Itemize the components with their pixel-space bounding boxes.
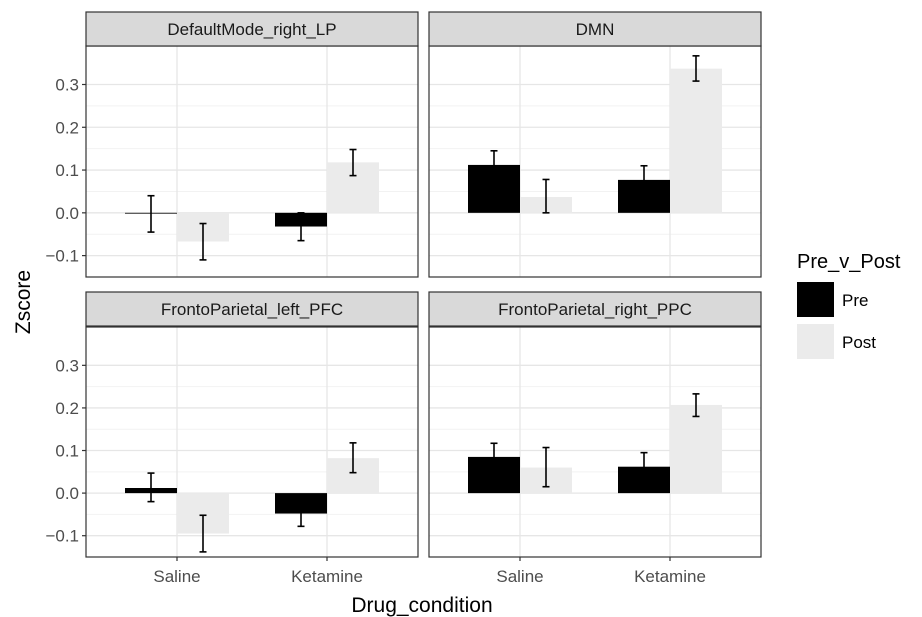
- facet-title: FrontoParietal_right_PPC: [498, 300, 692, 319]
- errorbar-post-ketamine: [692, 55, 700, 82]
- errorbar-post-saline: [199, 514, 207, 553]
- errorbar-pre-saline: [147, 472, 155, 503]
- panels: DefaultMode_right_LP DMN FrontoParietal_le…: [85, 11, 762, 558]
- errorbar-post-saline: [542, 178, 550, 214]
- panel-frontoparietal-right-ppc: FrontoParietal_right_PPC: [428, 291, 762, 558]
- errorbar-post-ketamine: [349, 148, 357, 177]
- panel-background: [86, 46, 418, 277]
- panel-dmn: DMN: [428, 11, 762, 278]
- y-tick-label: 0.0: [55, 204, 79, 223]
- facet-strip: [428, 291, 762, 327]
- y-tick-label: 0.0: [55, 484, 79, 503]
- legend-key-post: [797, 324, 834, 359]
- panel-defaultmode-right-lp: DefaultMode_right_LP: [85, 11, 419, 278]
- errorbar-post-saline: [199, 222, 207, 261]
- errorbar-pre-saline: [490, 442, 498, 471]
- bar-post-ketamine: [670, 404, 722, 494]
- y-tick-label: −0.1: [45, 247, 79, 266]
- axes: −0.1 0.0 0.1 0.2 0.3 −0.1 0.0 0.1 0.2 0.3 Saline Ke…: [45, 76, 705, 587]
- panel-border: [428, 326, 762, 558]
- x-tick-label: Saline: [153, 567, 200, 586]
- errorbar-pre-ketamine: [640, 451, 648, 481]
- errorbar-post-ketamine: [349, 442, 357, 474]
- legend-title: Pre_v_Post: [797, 251, 901, 273]
- y-tick-label: 0.2: [55, 118, 79, 137]
- x-tick-label: Ketamine: [634, 567, 706, 586]
- x-tick-label: Ketamine: [291, 567, 363, 586]
- errorbar-pre-ketamine: [297, 499, 305, 528]
- legend-entry-pre: Pre: [797, 282, 868, 317]
- facet-title: DMN: [576, 20, 615, 39]
- y-tick-label: 0.3: [55, 76, 79, 95]
- x-tick-label: Saline: [496, 567, 543, 586]
- y-tick-label: 0.2: [55, 399, 79, 418]
- legend-entries: Pre Post: [797, 282, 876, 359]
- bar-post-ketamine: [670, 68, 722, 213]
- legend-label: Pre: [842, 291, 868, 310]
- errorbar-pre-saline: [490, 150, 498, 179]
- facet-strip: [428, 11, 762, 47]
- panel-border: [85, 326, 419, 558]
- facet-title: DefaultMode_right_LP: [167, 20, 336, 39]
- legend-key-pre: [797, 282, 834, 317]
- errorbar-post-ketamine: [692, 393, 700, 418]
- panel-background: [86, 327, 418, 557]
- y-tick-label: 0.1: [55, 442, 79, 461]
- y-tick-label: −0.1: [45, 527, 79, 546]
- panel-frontoparietal-left-pfc: FrontoParietal_left_PFC: [85, 291, 419, 558]
- y-tick-label: 0.3: [55, 356, 79, 375]
- legend-label: Post: [842, 333, 876, 352]
- legend-entry-post: Post: [797, 324, 876, 359]
- errorbar-pre-ketamine: [640, 164, 648, 195]
- facet-strip: [85, 11, 419, 47]
- errorbar-post-saline: [542, 446, 550, 488]
- errorbar-pre-saline: [147, 194, 155, 233]
- y-tick-label: 0.1: [55, 161, 79, 180]
- legend: Pre_v_Post Pre Post: [797, 251, 901, 359]
- errorbar-pre-ketamine: [297, 212, 305, 242]
- facet-title: FrontoParietal_left_PFC: [161, 300, 343, 319]
- facet-strip: [85, 291, 419, 327]
- x-axis-title: Drug_condition: [351, 594, 492, 617]
- y-axis-title: Zscore: [12, 270, 35, 334]
